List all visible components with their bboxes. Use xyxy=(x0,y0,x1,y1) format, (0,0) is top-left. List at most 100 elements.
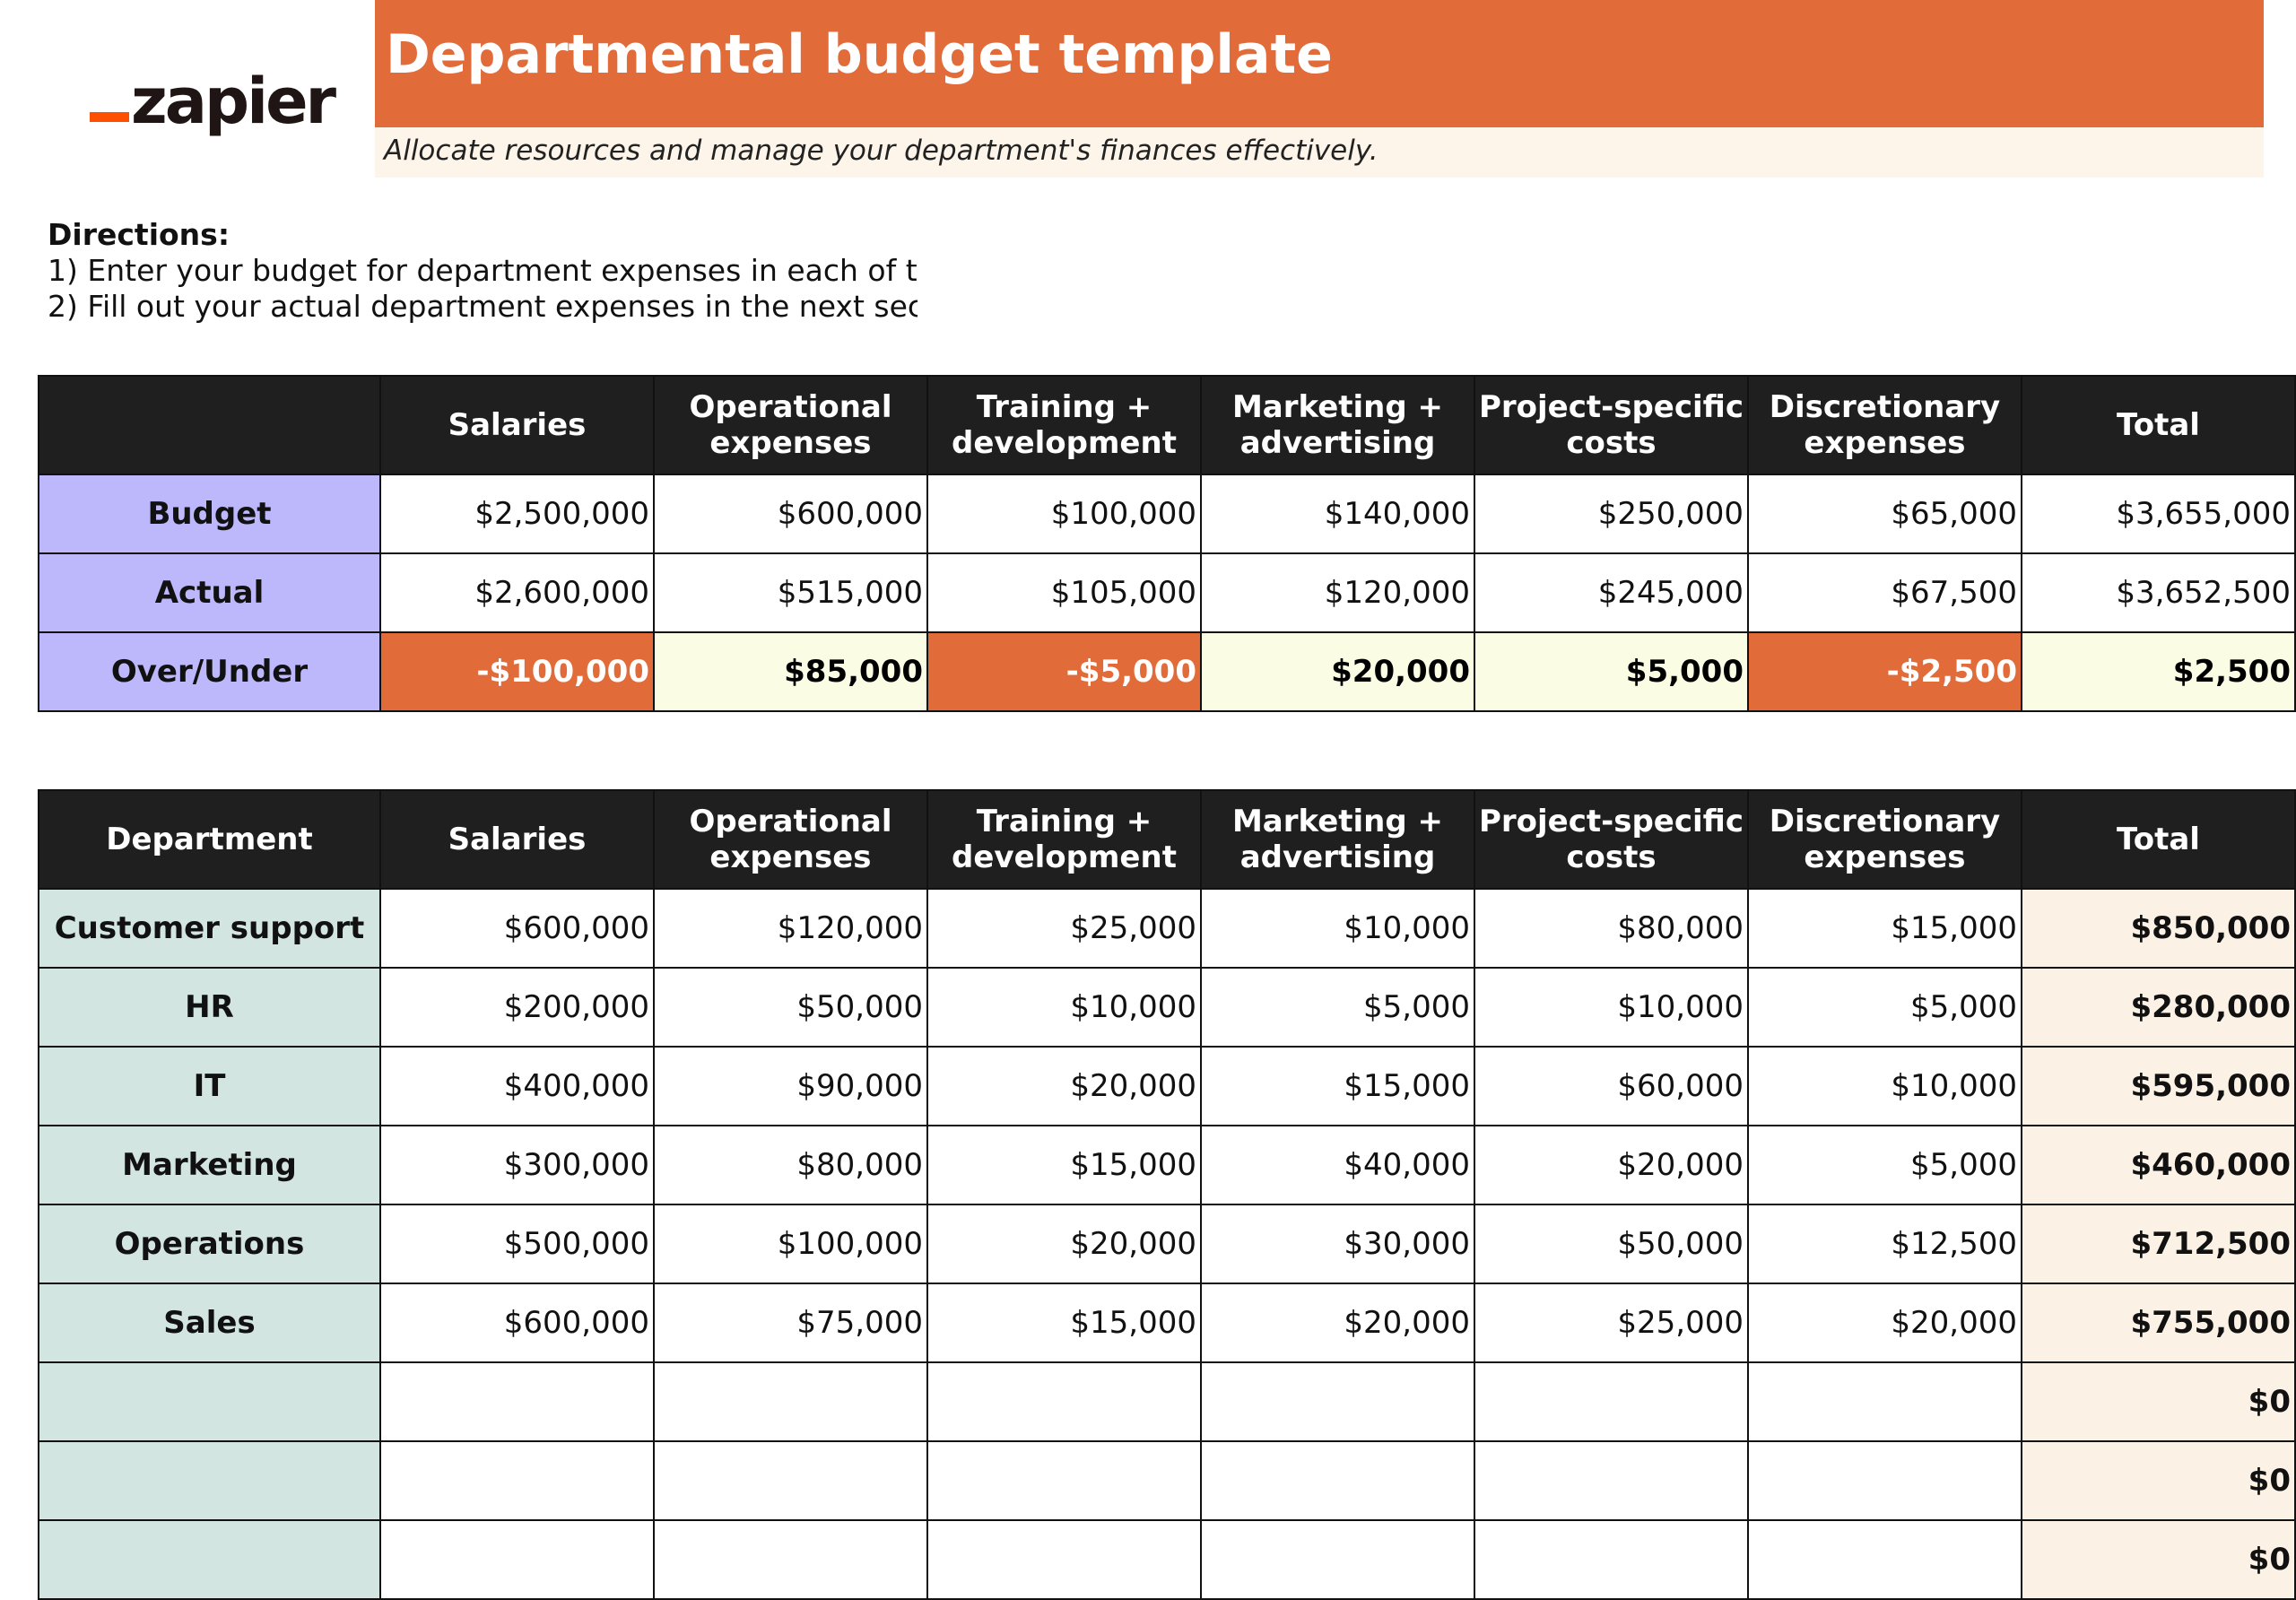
department-total-cell: $712,500 xyxy=(2021,1204,2296,1284)
department-expense-cell[interactable] xyxy=(653,1440,928,1521)
department-expense-cell[interactable]: $5,000 xyxy=(1747,967,2022,1048)
department-expense-cell[interactable]: $5,000 xyxy=(1747,1125,2022,1205)
department-name-cell[interactable]: HR xyxy=(38,967,381,1048)
summary-cell[interactable]: $105,000 xyxy=(926,552,1202,633)
department-expense-cell[interactable]: $10,000 xyxy=(1747,1046,2022,1126)
department-expense-cell[interactable]: $60,000 xyxy=(1474,1046,1749,1126)
department-expense-cell[interactable]: $500,000 xyxy=(379,1204,655,1284)
department-name-cell[interactable]: IT xyxy=(38,1046,381,1126)
department-column-header: Project-specific costs xyxy=(1474,789,1749,890)
summary-cell[interactable]: $85,000 xyxy=(653,631,928,712)
department-expense-cell[interactable] xyxy=(1747,1440,2022,1521)
department-expense-cell[interactable]: $600,000 xyxy=(379,1283,655,1363)
summary-cell[interactable]: $245,000 xyxy=(1474,552,1749,633)
department-expense-cell[interactable]: $5,000 xyxy=(1200,967,1475,1048)
page-title: Departmental budget template xyxy=(386,23,1333,86)
summary-cell[interactable]: $3,655,000 xyxy=(2021,474,2296,554)
department-expense-cell[interactable]: $200,000 xyxy=(379,967,655,1048)
department-expense-cell[interactable]: $80,000 xyxy=(1474,888,1749,969)
summary-cell[interactable]: $65,000 xyxy=(1747,474,2022,554)
department-expense-cell[interactable] xyxy=(653,1519,928,1600)
department-name-cell[interactable]: Sales xyxy=(38,1283,381,1363)
department-expense-cell[interactable]: $90,000 xyxy=(653,1046,928,1126)
department-total-cell: $280,000 xyxy=(2021,967,2296,1048)
department-row: Operations $500,000 $100,000 $20,000 $30,000… xyxy=(38,1204,2296,1284)
summary-cell[interactable]: $67,500 xyxy=(1747,552,2022,633)
summary-cell[interactable]: $2,600,000 xyxy=(379,552,655,633)
department-expense-cell[interactable] xyxy=(926,1519,1202,1600)
department-expense-cell[interactable]: $20,000 xyxy=(926,1046,1202,1126)
department-expense-cell[interactable]: $15,000 xyxy=(926,1125,1202,1205)
department-expense-cell[interactable]: $20,000 xyxy=(1474,1125,1749,1205)
department-expense-cell[interactable]: $600,000 xyxy=(379,888,655,969)
department-column-header: Operational expenses xyxy=(653,789,928,890)
department-expense-cell[interactable]: $75,000 xyxy=(653,1283,928,1363)
department-expense-cell[interactable]: $25,000 xyxy=(926,888,1202,969)
summary-cell[interactable]: -$100,000 xyxy=(379,631,655,712)
department-name-cell[interactable]: Operations xyxy=(38,1204,381,1284)
summary-cell[interactable]: $100,000 xyxy=(926,474,1202,554)
department-name-cell[interactable]: Customer support xyxy=(38,888,381,969)
department-expense-cell[interactable] xyxy=(1200,1440,1475,1521)
department-expense-cell[interactable] xyxy=(1474,1361,1749,1442)
directions-line-1[interactable]: 1) Enter your budget for department expe… xyxy=(48,253,918,288)
summary-cell[interactable]: $5,000 xyxy=(1474,631,1749,712)
department-expense-cell[interactable]: $10,000 xyxy=(1474,967,1749,1048)
department-name-cell[interactable] xyxy=(38,1519,381,1600)
summary-cell[interactable]: $3,652,500 xyxy=(2021,552,2296,633)
department-expense-cell[interactable]: $50,000 xyxy=(653,967,928,1048)
department-expense-cell[interactable]: $12,500 xyxy=(1747,1204,2022,1284)
summary-cell[interactable]: $600,000 xyxy=(653,474,928,554)
department-expense-cell[interactable] xyxy=(1747,1519,2022,1600)
summary-cell[interactable]: $2,500,000 xyxy=(379,474,655,554)
logo-wordmark: zapier xyxy=(131,65,336,138)
department-expense-cell[interactable]: $40,000 xyxy=(1200,1125,1475,1205)
summary-cell[interactable]: $20,000 xyxy=(1200,631,1475,712)
department-expense-cell[interactable]: $50,000 xyxy=(1474,1204,1749,1284)
department-expense-cell[interactable]: $15,000 xyxy=(1747,888,2022,969)
department-row: Marketing $300,000 $80,000 $15,000 $40,000 $2… xyxy=(38,1125,2296,1205)
department-expense-cell[interactable] xyxy=(379,1440,655,1521)
department-expense-cell[interactable]: $10,000 xyxy=(926,967,1202,1048)
department-expense-cell[interactable]: $300,000 xyxy=(379,1125,655,1205)
summary-row-actual: Actual $2,600,000 $515,000 $105,000 $120,000… xyxy=(38,552,2296,633)
department-expense-cell[interactable]: $15,000 xyxy=(926,1283,1202,1363)
summary-cell[interactable]: $250,000 xyxy=(1474,474,1749,554)
department-expense-cell[interactable]: $20,000 xyxy=(1200,1283,1475,1363)
department-expense-cell[interactable]: $400,000 xyxy=(379,1046,655,1126)
summary-cell[interactable]: $140,000 xyxy=(1200,474,1475,554)
department-name-cell[interactable] xyxy=(38,1440,381,1521)
department-name-cell[interactable]: Marketing xyxy=(38,1125,381,1205)
summary-cell[interactable]: $2,500 xyxy=(2021,631,2296,712)
directions-line-2[interactable]: 2) Fill out your actual department expen… xyxy=(48,289,918,324)
department-expense-cell[interactable] xyxy=(379,1519,655,1600)
summary-header-row: Salaries Operational expenses Training + d… xyxy=(38,375,2296,475)
department-expense-cell[interactable] xyxy=(926,1440,1202,1521)
department-expense-cell[interactable] xyxy=(1200,1361,1475,1442)
department-expense-cell[interactable]: $10,000 xyxy=(1200,888,1475,969)
department-expense-cell[interactable]: $25,000 xyxy=(1474,1283,1749,1363)
summary-cell[interactable]: $515,000 xyxy=(653,552,928,633)
department-row: IT $400,000 $90,000 $20,000 $15,000 $60,000 $1… xyxy=(38,1046,2296,1126)
department-expense-cell[interactable] xyxy=(653,1361,928,1442)
summary-cell[interactable]: $120,000 xyxy=(1200,552,1475,633)
department-row: Customer support $600,000 $120,000 $25,000 $… xyxy=(38,888,2296,969)
department-expense-cell[interactable]: $20,000 xyxy=(1747,1283,2022,1363)
department-expense-cell[interactable] xyxy=(1747,1361,2022,1442)
summary-column-header: Discretionary expenses xyxy=(1747,375,2022,475)
department-column-header: Department xyxy=(38,789,381,890)
department-expense-cell[interactable] xyxy=(1200,1519,1475,1600)
department-expense-cell[interactable]: $15,000 xyxy=(1200,1046,1475,1126)
department-expense-cell[interactable]: $80,000 xyxy=(653,1125,928,1205)
department-expense-cell[interactable]: $20,000 xyxy=(926,1204,1202,1284)
department-expense-cell[interactable]: $30,000 xyxy=(1200,1204,1475,1284)
summary-cell[interactable]: -$5,000 xyxy=(926,631,1202,712)
department-expense-cell[interactable]: $120,000 xyxy=(653,888,928,969)
department-expense-cell[interactable]: $100,000 xyxy=(653,1204,928,1284)
department-expense-cell[interactable] xyxy=(1474,1440,1749,1521)
department-name-cell[interactable] xyxy=(38,1361,381,1442)
department-expense-cell[interactable] xyxy=(926,1361,1202,1442)
department-expense-cell[interactable] xyxy=(1474,1519,1749,1600)
department-expense-cell[interactable] xyxy=(379,1361,655,1442)
summary-cell[interactable]: -$2,500 xyxy=(1747,631,2022,712)
